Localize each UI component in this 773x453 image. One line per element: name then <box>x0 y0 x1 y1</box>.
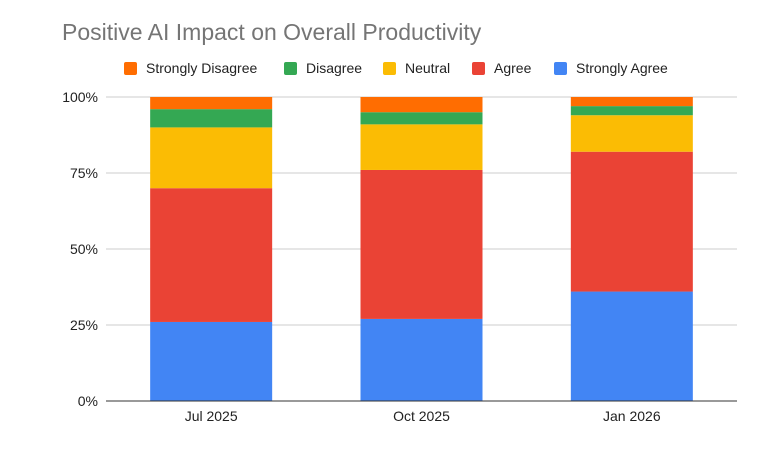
legend-swatch-agree <box>472 61 485 75</box>
y-tick-label-75: 75% <box>70 165 98 181</box>
bar-disagree-0 <box>150 109 273 128</box>
legend-label-agree: Agree <box>494 60 532 76</box>
chart-title: Positive AI Impact on Overall Productivi… <box>62 19 482 45</box>
legend-item-agree[interactable]: Agree <box>472 58 531 78</box>
x-tick-label-1: Oct 2025 <box>393 408 450 424</box>
legend-label-strongly-agree: Strongly Agree <box>576 60 668 76</box>
legend-item-strongly-disagree[interactable]: Strongly Disagree <box>124 58 257 78</box>
bar-agree-0 <box>150 188 273 322</box>
x-tick-label-2: Jan 2026 <box>603 408 661 424</box>
legend-label-neutral: Neutral <box>405 60 451 76</box>
legend-label-disagree: Disagree <box>306 60 363 76</box>
legend-swatch-strongly-disagree <box>124 61 137 75</box>
y-tick-label-25: 25% <box>70 317 98 333</box>
chart-legend: Strongly Disagree Disagree Neutral Agree… <box>0 58 773 78</box>
bar-agree-1 <box>360 169 483 319</box>
bar-agree-2 <box>570 151 693 292</box>
bar-strongly-disagree-1 <box>360 97 483 113</box>
legend-swatch-neutral <box>383 61 396 75</box>
bar-strongly-disagree-0 <box>150 97 273 110</box>
legend-item-strongly-agree[interactable]: Strongly Agree <box>554 58 668 78</box>
bar-neutral-0 <box>150 127 273 189</box>
legend-swatch-strongly-agree <box>554 61 567 75</box>
bar-neutral-1 <box>360 124 483 170</box>
bar-disagree-2 <box>570 106 693 116</box>
y-tick-label-0: 0% <box>78 393 98 409</box>
legend-item-disagree[interactable]: Disagree <box>284 58 362 78</box>
bar-neutral-2 <box>570 115 693 152</box>
bar-strongly-agree-2 <box>570 291 693 401</box>
y-tick-label-100: 100% <box>62 89 98 105</box>
y-tick-label-50: 50% <box>70 241 98 257</box>
legend-item-neutral[interactable]: Neutral <box>383 58 450 78</box>
bar-strongly-agree-0 <box>150 321 273 401</box>
bar-strongly-agree-1 <box>360 318 483 401</box>
legend-swatch-disagree <box>284 61 297 75</box>
bar-disagree-1 <box>360 112 483 125</box>
legend-label-strongly-disagree: Strongly Disagree <box>146 60 258 76</box>
bar-strongly-disagree-2 <box>570 97 693 107</box>
x-tick-label-0: Jul 2025 <box>185 408 238 424</box>
